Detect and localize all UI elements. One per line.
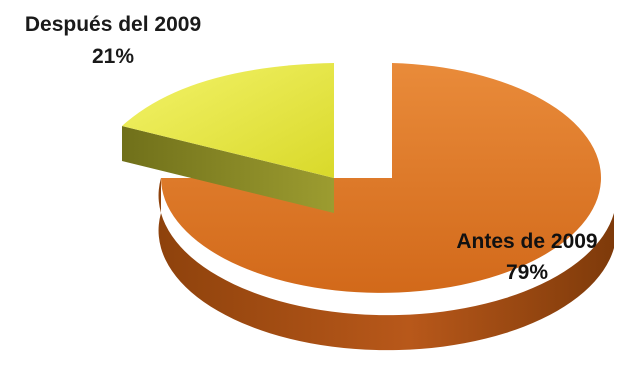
label-despues-del-2009-percent: 21% bbox=[92, 45, 134, 68]
label-antes-de-2009-percent: 79% bbox=[506, 261, 548, 284]
slice-antes-de-2009-top bbox=[161, 63, 601, 293]
label-despues-del-2009-name: Después del 2009 bbox=[25, 13, 201, 36]
label-antes-de-2009-name: Antes de 2009 bbox=[456, 230, 597, 253]
slice-antes-de-2009-side bbox=[158, 178, 614, 351]
slice-despues-del-2009-top bbox=[122, 63, 334, 178]
slice-despues-del-2009 bbox=[122, 63, 334, 213]
slice-despues-del-2009-side bbox=[122, 126, 334, 213]
slice-antes-de-2009 bbox=[158, 63, 614, 351]
